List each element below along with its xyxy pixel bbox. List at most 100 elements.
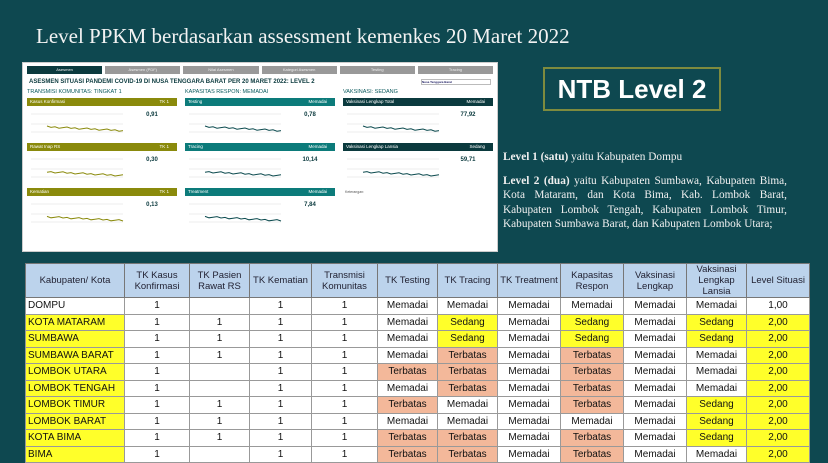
tab-testing[interactable]: Testing: [339, 66, 415, 74]
level-2-label: Level 2 (dua): [503, 174, 570, 187]
table-cell: 1: [189, 396, 250, 414]
table-cell: Memadai: [497, 313, 561, 331]
table-cell: Memadai: [377, 412, 438, 430]
tab-tracing[interactable]: Tracing: [417, 66, 494, 74]
dashboard-note: Keterangan:: [345, 190, 365, 194]
table-cell: Memadai: [377, 379, 438, 397]
dashboard-heading: ASESMEN SITUASI PANDEMI COVID-19 DI NUSA…: [29, 79, 315, 85]
table-cell: Memadai: [623, 429, 687, 447]
table-cell: 2,00: [746, 379, 810, 397]
column-header: Transmisi Komunitas: [311, 263, 378, 298]
dashboard-column: VAKSINASI: SEDANG Vaksinasi Lengkap Total…: [343, 87, 493, 233]
panel-name: Kasus Konfirmasi: [30, 99, 66, 104]
panel-header: Kematian TK 1: [27, 188, 177, 196]
region-name: SUMBAWA: [25, 330, 125, 348]
table-cell: 2,00: [746, 313, 810, 331]
level-description: Level 1 (satu) yaitu Kabupaten Dompu Lev…: [503, 150, 787, 241]
table-cell: Terbatas: [377, 363, 438, 381]
region-name: LOMBOK UTARA: [25, 363, 125, 381]
panel-header: Tracing Memadai: [185, 143, 335, 151]
table-cell: Terbatas: [560, 445, 624, 463]
panel-header: Kasus Konfirmasi TK 1: [27, 98, 177, 106]
tab-asesmen-pdf-[interactable]: Asesmen (PDF): [105, 66, 181, 74]
table-cell: 2,00: [746, 346, 810, 364]
table-cell: Memadai: [560, 412, 624, 430]
column-header: TK Testing: [377, 263, 438, 298]
table-cell: Terbatas: [437, 363, 498, 381]
table-cell: Memadai: [623, 445, 687, 463]
table-cell: 1: [311, 346, 378, 364]
column-header: Vaksinasi Lengkap Lansia: [686, 263, 747, 298]
column-header: TK Kasus Konfirmasi: [124, 263, 190, 298]
region-name: DOMPU: [25, 297, 125, 315]
table-cell: 1: [189, 346, 250, 364]
dashboard-screenshot: Asesmen Asesmen (PDF) Nilai Asesmen Kategor…: [22, 62, 498, 252]
region-name: LOMBOK TIMUR: [25, 396, 125, 414]
panel-header: Treatment Memadai: [185, 188, 335, 196]
table-cell: 1: [311, 297, 378, 315]
panel-name: Treatment: [188, 189, 209, 194]
level-1-label: Level 1 (satu): [503, 151, 569, 163]
table-cell: Terbatas: [560, 346, 624, 364]
table-cell: Sedang: [686, 330, 747, 348]
table-cell: Memadai: [686, 379, 747, 397]
table-cell: Sedang: [560, 313, 624, 331]
panel-body: 0,91: [27, 106, 177, 140]
panel-header: Vaksinasi Lengkap Total Memadai: [343, 98, 493, 106]
table-cell: Memadai: [377, 346, 438, 364]
indicator-panel: Rawat Inap RS TK 1 0,30: [27, 143, 177, 185]
table-cell: 1: [249, 330, 312, 348]
table-cell: 2,00: [746, 396, 810, 414]
table-cell: 2,00: [746, 363, 810, 381]
panel-body: 0,30: [27, 151, 177, 185]
table-cell: 1: [124, 429, 190, 447]
panel-name: Rawat Inap RS: [30, 144, 61, 149]
panel-name: Testing: [188, 99, 203, 104]
table-cell: Memadai: [497, 379, 561, 397]
table-cell: Memadai: [623, 297, 687, 315]
panel-value: 7,84: [304, 202, 316, 208]
table-row: SUMBAWA BARAT 1 1 1 1 Memadai Terbatas Memadai T…: [25, 346, 810, 364]
table-cell: 1: [189, 429, 250, 447]
table-cell: 2,00: [746, 445, 810, 463]
table-cell: 1: [249, 313, 312, 331]
column-header: Vaksinasi Lengkap: [623, 263, 687, 298]
region-name: KOTA MATARAM: [25, 313, 125, 331]
table-cell: 1: [311, 429, 378, 447]
panel-name: Vaksinasi Lengkap Lansia: [346, 144, 398, 149]
table-cell: 1: [124, 330, 190, 348]
table-cell: [189, 363, 250, 381]
panel-body: 77,92: [343, 106, 493, 140]
panel-status: Sedang: [469, 144, 485, 149]
tab-asesmen[interactable]: Asesmen: [27, 66, 103, 74]
table-cell: Memadai: [437, 396, 498, 414]
table-row: LOMBOK TIMUR 1 1 1 1 Terbatas Memadai Memadai Te…: [25, 396, 810, 414]
table-row: DOMPU 1 1 1 Memadai Memadai Memadai Memadai Mema…: [25, 297, 810, 315]
panel-value: 77,92: [460, 112, 476, 118]
table-cell: [189, 379, 250, 397]
table-cell: [189, 445, 250, 463]
panel-header: Rawat Inap RS TK 1: [27, 143, 177, 151]
column-header: Kapasitas Respon: [560, 263, 624, 298]
table-cell: Memadai: [437, 412, 498, 430]
table-cell: Memadai: [497, 346, 561, 364]
table-cell: Memadai: [623, 396, 687, 414]
indicator-panel: Kematian TK 1 0,13: [27, 188, 177, 230]
table-cell: Terbatas: [560, 363, 624, 381]
table-cell: 1: [124, 445, 190, 463]
table-cell: Sedang: [686, 412, 747, 430]
table-cell: Sedang: [437, 330, 498, 348]
panel-name: Kematian: [30, 189, 50, 194]
tab-nilai-asesmen[interactable]: Nilai Asesmen: [183, 66, 259, 74]
tab-kategori-asesmen[interactable]: Kategori Asesmen: [261, 66, 337, 74]
table-cell: 2,00: [746, 429, 810, 447]
table-cell: 1: [311, 445, 378, 463]
slide-title: Level PPKM berdasarkan assessment kemenk…: [36, 24, 570, 48]
table-cell: 1: [311, 396, 378, 414]
panel-body: 7,84: [185, 196, 335, 230]
panel-status: TK 1: [159, 99, 169, 104]
region-name: SUMBAWA BARAT: [25, 346, 125, 364]
table-cell: 1: [249, 445, 312, 463]
region-select[interactable]: Nusa Tenggara Barat: [421, 79, 491, 85]
panel-status: TK 1: [159, 144, 169, 149]
